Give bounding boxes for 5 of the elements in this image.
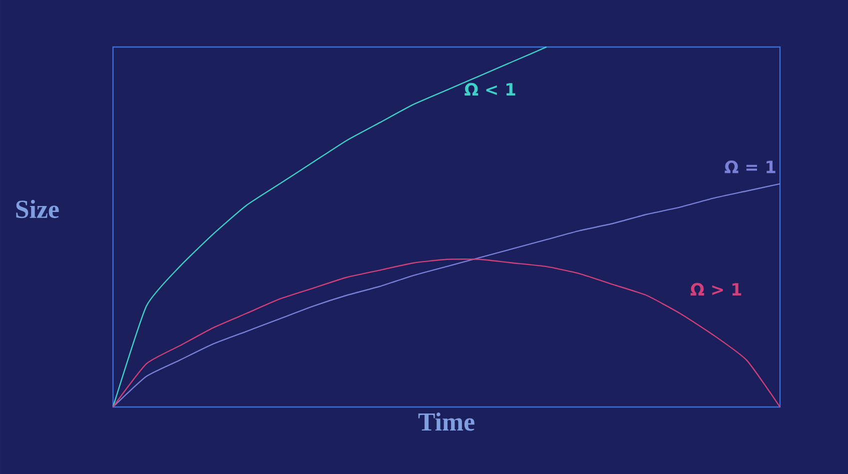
x-axis-title: Time	[418, 412, 474, 431]
series-label: Ω = 1	[724, 160, 776, 174]
series-label: Ω > 1	[690, 282, 742, 296]
y-axis-title: Size	[16, 200, 59, 218]
series-label: Ω < 1	[464, 82, 516, 96]
